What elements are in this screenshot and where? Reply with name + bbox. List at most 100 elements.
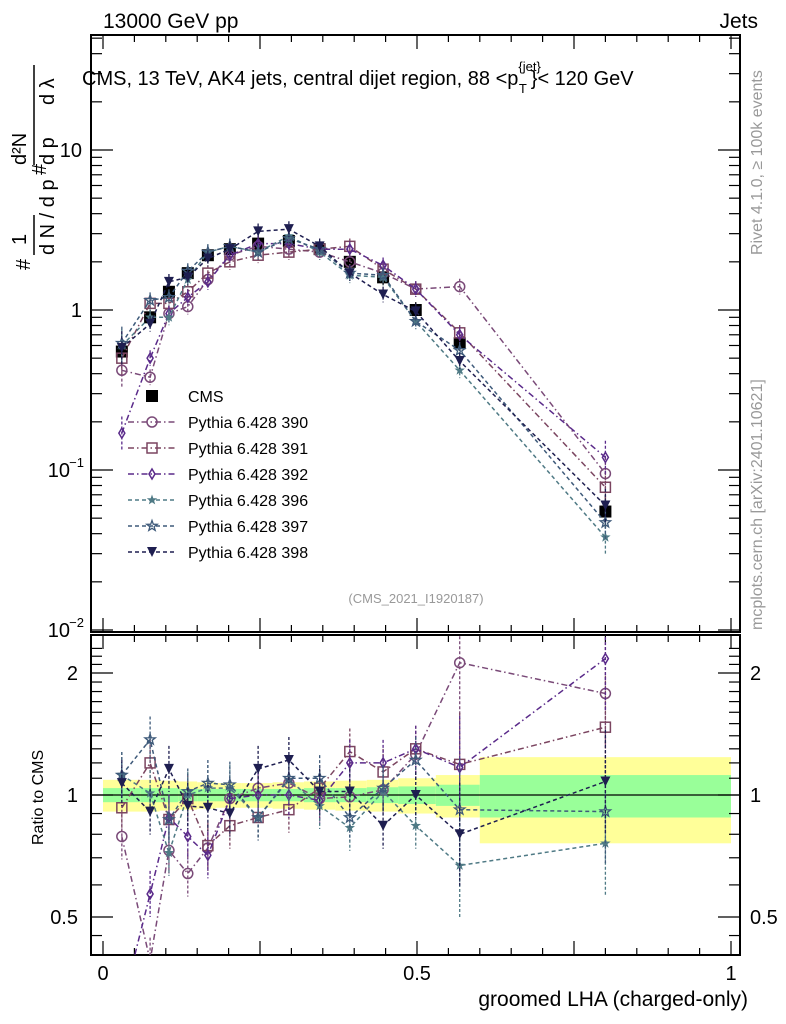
legend-label: Pythia 6.428 392 <box>188 467 308 484</box>
marker-open-star <box>598 804 613 818</box>
marker-open-star <box>376 267 391 282</box>
svg-text:d²N: d²N <box>9 133 31 165</box>
marker-triangle-down <box>410 790 421 800</box>
ratio-y-tick-label-right: 0.5 <box>750 907 778 929</box>
legend-item: CMS <box>146 389 224 406</box>
marker-triangle-down <box>182 800 193 811</box>
marker-open-star <box>251 244 266 259</box>
ratio-series-line <box>121 726 606 847</box>
marker-open-diamond <box>345 756 354 770</box>
series-line <box>121 237 606 523</box>
ratio-series-line <box>121 759 606 836</box>
marker-triangle-down <box>202 253 213 264</box>
series-line <box>121 228 606 507</box>
marker-open-square <box>146 442 158 454</box>
marker-triangle-down <box>283 755 294 766</box>
marker-triangle-down <box>283 224 294 235</box>
svg-text:#: # <box>29 163 51 175</box>
y-tick-exponent: −2 <box>69 615 84 630</box>
marker-triangle-down <box>224 808 235 819</box>
marker-open-star <box>143 732 158 746</box>
marker-triangle-down <box>253 226 264 237</box>
marker-open-diamond <box>204 848 212 862</box>
marker-open-diamond <box>119 1002 125 1012</box>
marker-open-square <box>599 481 612 494</box>
ratio-y-tick-label: 1 <box>67 785 78 807</box>
ratio-y-tick-label-right: 1 <box>750 785 761 807</box>
marker-open-diamond <box>183 830 192 843</box>
marker-open-star <box>281 231 296 245</box>
main-plot-frame <box>90 34 741 633</box>
marker-star <box>410 820 421 831</box>
marker-star <box>144 787 156 798</box>
marker-open-circle <box>149 954 151 955</box>
marker-triangle-down <box>253 763 264 774</box>
marker-triangle-down <box>147 547 157 557</box>
marker-open-diamond <box>183 290 192 304</box>
marker-triangle-down <box>116 778 127 789</box>
marker-triangle-down <box>314 786 325 797</box>
ratio-series-layer <box>114 635 613 1012</box>
legend-item: Pythia 6.428 397 <box>128 518 308 536</box>
marker-triangle-down <box>224 244 235 255</box>
legend-label: Pythia 6.428 398 <box>188 545 308 562</box>
ratio-y-tick-label-right: 2 <box>750 663 761 685</box>
y-tick-exponent: −1 <box>69 455 84 470</box>
marker-open-diamond <box>204 275 212 289</box>
legend-item: Pythia 6.428 396 <box>128 493 308 510</box>
marker-open-star <box>342 810 357 824</box>
marker-triangle-down <box>600 500 611 511</box>
svg-text:d p: d p <box>37 137 59 165</box>
rivet-label: Rivet 4.1.0, ≥ 100k events <box>749 70 766 255</box>
marker-open-star <box>251 810 266 824</box>
marker-triangle-down <box>116 342 127 353</box>
marker-square <box>146 390 158 402</box>
marker-triangle-down <box>344 268 355 279</box>
marker-open-star <box>161 812 177 826</box>
mcplots-label: mcplots.cern.ch [arXiv:2401.10621] <box>749 379 766 630</box>
marker-star <box>283 230 295 241</box>
marker-triangle-down <box>454 829 465 840</box>
marker-star <box>163 847 175 858</box>
y-tick-label: 10 <box>48 620 70 642</box>
plot-title: CMS, 13 TeV, AK4 jets, central dijet reg… <box>82 59 634 96</box>
marker-triangle-down <box>202 802 213 813</box>
marker-star <box>146 494 158 505</box>
marker-open-diamond <box>146 887 154 901</box>
marker-open-diamond <box>146 351 154 365</box>
marker-open-star <box>144 518 160 532</box>
marker-triangle-down <box>314 241 325 252</box>
ratio-y-tick-label: 2 <box>67 663 78 685</box>
marker-open-circle <box>144 371 156 383</box>
legend-item: Pythia 6.428 390 <box>128 415 308 432</box>
marker-star <box>454 364 465 375</box>
legend-label: CMS <box>188 389 224 406</box>
marker-triangle-down <box>600 776 611 787</box>
marker-open-star <box>143 292 158 307</box>
x-tick-label: 1 <box>725 963 736 985</box>
marker-open-star <box>408 752 423 767</box>
legend-item: Pythia 6.428 392 <box>128 467 308 484</box>
series-pythia-6-428-398 <box>116 221 611 523</box>
marker-open-diamond <box>411 282 420 296</box>
marker-open-diamond <box>285 788 293 802</box>
svg-text:1: 1 <box>9 234 31 245</box>
marker-triangle-down <box>163 763 174 774</box>
marker-open-star <box>376 780 391 795</box>
legend: CMS Pythia 6.428 390 Pythia 6.428 391 Pythi… <box>128 389 308 562</box>
y-tick-label: 10 <box>60 140 82 162</box>
marker-open-diamond <box>601 652 610 666</box>
marker-open-circle <box>116 830 128 843</box>
marker-open-circle <box>453 280 466 293</box>
svg-text:d N / d p: d N / d p <box>37 179 59 255</box>
marker-triangle-down <box>410 306 421 317</box>
marker-open-diamond <box>225 248 234 262</box>
legend-label: Pythia 6.428 390 <box>188 415 308 432</box>
legend-label: Pythia 6.428 396 <box>188 493 308 510</box>
legend-item: Pythia 6.428 398 <box>128 545 308 562</box>
marker-triangle-down <box>182 272 193 283</box>
x-axis-label: groomed LHA (charged-only) <box>478 988 748 1011</box>
marker-open-star <box>598 515 613 529</box>
ratio-series-line <box>121 737 606 822</box>
